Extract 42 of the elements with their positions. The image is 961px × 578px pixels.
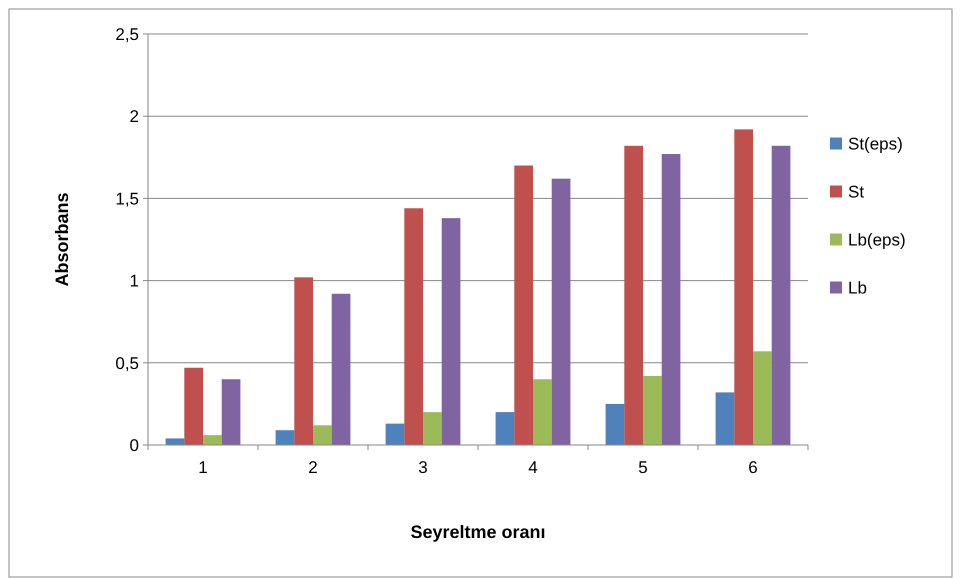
y-axis-title: Absorbans (52, 192, 72, 287)
legend-label: Lb (848, 278, 867, 298)
bar (313, 425, 332, 445)
y-tick-label: 0 (130, 436, 139, 455)
x-tick-label: 3 (418, 458, 428, 477)
y-tick-label: 1,5 (115, 189, 139, 208)
bar (643, 376, 662, 445)
y-tick-label: 2 (130, 107, 139, 126)
y-tick-label: 2,5 (115, 24, 139, 44)
bar (386, 424, 404, 445)
bar (753, 351, 772, 445)
bar (222, 379, 240, 445)
bar (442, 218, 460, 445)
bar (716, 392, 734, 445)
bar (184, 368, 203, 445)
x-tick-label: 6 (748, 458, 758, 477)
bar (624, 146, 643, 445)
x-tick-label: 1 (198, 458, 208, 477)
legend-label: Lb(eps) (848, 230, 906, 250)
bar (276, 430, 294, 445)
y-tick-label: 0,5 (115, 354, 139, 373)
bar (404, 208, 423, 445)
bar (332, 294, 350, 445)
bar (533, 379, 552, 445)
bar (294, 277, 313, 445)
bar (606, 404, 624, 445)
x-tick-label: 5 (638, 458, 648, 477)
legend-label: St (848, 182, 864, 202)
x-axis-title: Seyreltme oranı (410, 522, 546, 542)
bar (203, 435, 222, 445)
bar (662, 154, 680, 445)
bar (772, 146, 790, 445)
bar (423, 412, 442, 445)
bar (514, 166, 533, 445)
bar (166, 438, 184, 445)
x-tick-label: 2 (308, 458, 318, 477)
bar (734, 129, 753, 445)
bar (496, 412, 514, 445)
y-tick-label: 1 (130, 272, 139, 291)
bar (552, 178, 570, 445)
legend-label: St(eps) (848, 134, 903, 154)
x-tick-label: 4 (528, 458, 538, 477)
